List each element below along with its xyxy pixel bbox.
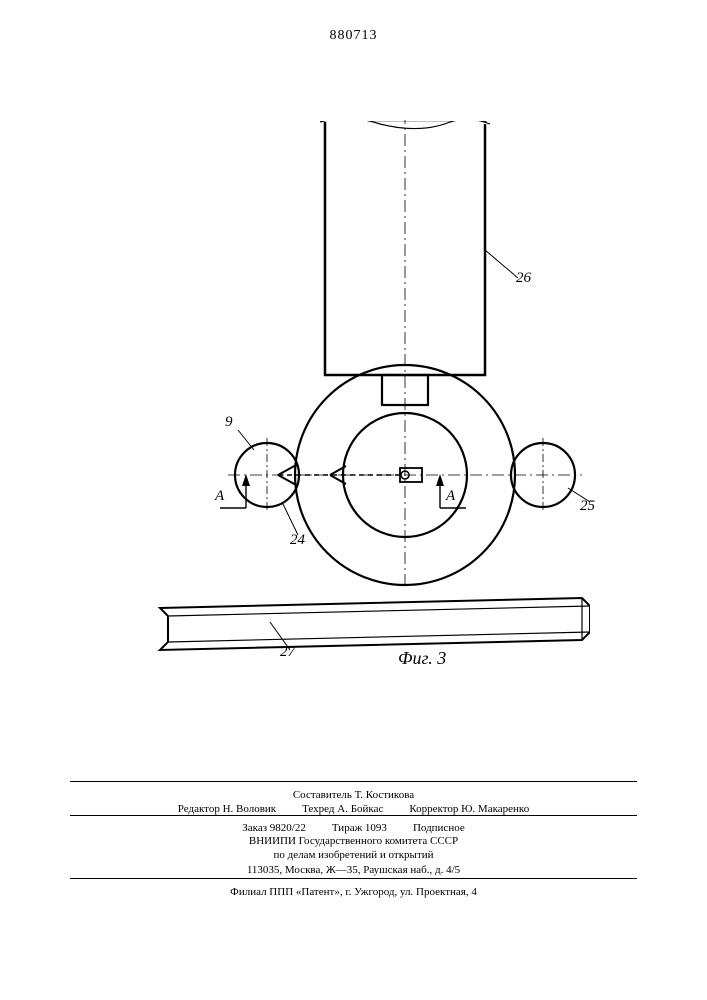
footer-line-composer: Составитель Т. Костикова xyxy=(0,788,707,803)
footer-tirazh: Тираж 1093 xyxy=(332,822,387,834)
footer-sign: Подписное xyxy=(413,822,465,834)
label-26: 26 xyxy=(516,270,531,287)
leader-9 xyxy=(238,430,254,450)
leader-24 xyxy=(282,502,298,535)
diagram-svg xyxy=(120,120,590,680)
footer-row-print: Заказ 9820/22 Тираж 1093 Подписное xyxy=(0,822,707,834)
leader-26 xyxy=(485,250,518,278)
label-9: 9 xyxy=(225,414,233,431)
footer-rule-3 xyxy=(70,878,637,879)
footer-corrector: Корректор Ю. Макаренко xyxy=(409,803,529,815)
rail-27 xyxy=(160,598,590,650)
page: 880713 xyxy=(0,0,707,1000)
footer-org-1: ВНИИПИ Государственного комитета СССР xyxy=(0,834,707,849)
document-number: 880713 xyxy=(330,28,378,44)
footer-row-staff: Редактор Н. Воловик Техред А. Бойкас Кор… xyxy=(0,803,707,815)
imprint-footer: Составитель Т. Костикова Редактор Н. Вол… xyxy=(0,781,707,900)
footer-addr: 113035, Москва, Ж—35, Раушская наб., д. … xyxy=(0,863,707,878)
footer-editor: Редактор Н. Воловик xyxy=(178,803,276,815)
figure-caption: Фиг. 3 xyxy=(398,648,446,669)
label-27: 27 xyxy=(280,644,295,661)
label-A-right: A xyxy=(446,488,455,505)
footer-branch: Филиал ППП «Патент», г. Ужгород, ул. Про… xyxy=(0,885,707,900)
footer-techred: Техред А. Бойкас xyxy=(302,803,383,815)
label-24: 24 xyxy=(290,532,305,549)
figure-3: 9 A A 24 25 26 27 Фиг. 3 xyxy=(120,120,590,680)
label-A-left: A xyxy=(215,488,224,505)
footer-rule-2 xyxy=(70,815,637,816)
footer-rule-1 xyxy=(70,781,637,782)
footer-org-2: по делам изобретений и открытий xyxy=(0,848,707,863)
footer-order: Заказ 9820/22 xyxy=(242,822,306,834)
cylinder-26 xyxy=(320,120,492,590)
label-25: 25 xyxy=(580,498,595,515)
arm-assembly xyxy=(278,464,422,486)
